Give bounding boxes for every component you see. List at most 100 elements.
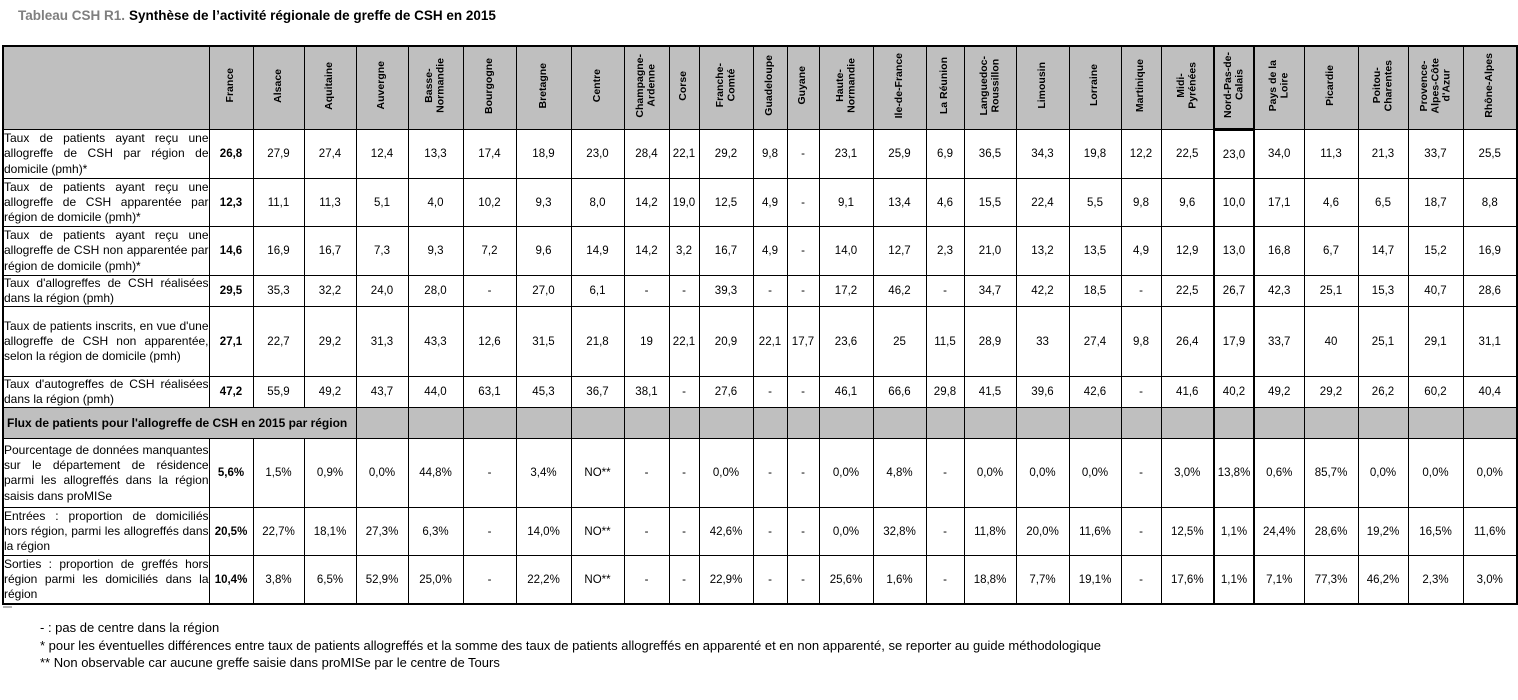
cell-basse-normandie: 28,0 xyxy=(407,274,464,308)
cell-rhone-alpes: 0,0% xyxy=(1462,438,1518,509)
col-header-label: Midi- Pyrénées xyxy=(1174,62,1199,109)
cell-guyane: - xyxy=(786,555,820,605)
cell-martinique: - xyxy=(1120,438,1162,509)
cell-languedoc-roussillon: 11,8% xyxy=(963,507,1017,557)
table-row: Taux d'allogreffes de CSH réalisées dans… xyxy=(2,274,1518,308)
section-empty-cell xyxy=(872,407,927,440)
footnote-dash: - : pas de centre dans la région xyxy=(40,620,220,635)
cell-corse: - xyxy=(668,507,700,557)
cell-limousin: 42,2 xyxy=(1015,274,1070,308)
cell-france: 27,1 xyxy=(208,306,254,378)
col-header-aquitaine: Aquitaine xyxy=(303,45,357,130)
cell-martinique: - xyxy=(1120,274,1162,308)
cell-aquitaine: 6,5% xyxy=(303,555,357,605)
table-row: Sorties : proportion de greffés hors rég… xyxy=(2,555,1518,605)
cell-auvergne: 27,3% xyxy=(355,507,409,557)
cell-auvergne: 7,3 xyxy=(355,226,409,276)
cell-nord-pas-de-calais: 1,1% xyxy=(1213,555,1255,605)
cell-corse: 22,1 xyxy=(668,129,700,179)
cell-haute-normandie: 0,0% xyxy=(818,507,874,557)
cell-lorraine: 13,5 xyxy=(1068,226,1122,276)
section-empty-cell xyxy=(1160,407,1215,440)
cell-guadeloupe: 4,9 xyxy=(752,178,788,227)
col-header-lorraine: Lorraine xyxy=(1068,45,1122,130)
cell-centre: NO** xyxy=(570,507,625,557)
col-header-label: Limousin xyxy=(1035,62,1048,109)
cell-limousin: 39,6 xyxy=(1015,376,1070,409)
col-header-rhone-alpes: Rhône-Alpes xyxy=(1462,45,1518,130)
col-header-alsace: Alsace xyxy=(252,45,305,130)
cell-france: 14,6 xyxy=(208,226,254,276)
cell-martinique: 9,8 xyxy=(1120,178,1162,227)
cell-midi-pyrenees: 26,4 xyxy=(1160,306,1215,378)
cell-midi-pyrenees: 12,9 xyxy=(1160,226,1215,276)
cell-nord-pas-de-calais: 13,8% xyxy=(1213,438,1255,509)
cell-guadeloupe: 9,8 xyxy=(752,129,788,179)
cell-limousin: 0,0% xyxy=(1015,438,1070,509)
col-header-provence-alpes-cote-d-azur: Provence- Alpes-Côte d'Azur xyxy=(1407,45,1464,130)
col-header-label: Champagne- Ardenne xyxy=(634,53,658,118)
cell-la-reunion: - xyxy=(925,507,965,557)
cell-haute-normandie: 0,0% xyxy=(818,438,874,509)
cell-midi-pyrenees: 3,0% xyxy=(1160,438,1215,509)
cell-nord-pas-de-calais: 10,0 xyxy=(1213,178,1255,227)
col-header-picardie: Picardie xyxy=(1303,45,1359,130)
row-label: Taux de patients ayant reçu une allogref… xyxy=(2,178,210,227)
cell-centre: 6,1 xyxy=(570,274,625,308)
table-title: Tableau CSH R1. Synthèse de l’activité ré… xyxy=(18,8,496,23)
cell-poitou-charentes: 0,0% xyxy=(1357,438,1409,509)
cell-lorraine: 42,6 xyxy=(1068,376,1122,409)
section-empty-cell xyxy=(1120,407,1162,440)
cell-france: 29,5 xyxy=(208,274,254,308)
row-label: Taux de patients ayant reçu une allogref… xyxy=(2,129,210,179)
col-header-label: Bretagne xyxy=(536,62,549,109)
cell-guyane: - xyxy=(786,507,820,557)
cell-bretagne: 27,0 xyxy=(515,274,572,308)
cell-corse: 22,1 xyxy=(668,306,700,378)
cell-provence-alpes-cote-d-azur: 18,7 xyxy=(1407,178,1464,227)
section-empty-cell xyxy=(1407,407,1464,440)
cell-corse: - xyxy=(668,274,700,308)
cell-bourgogne: 17,4 xyxy=(462,129,517,179)
cell-midi-pyrenees: 41,6 xyxy=(1160,376,1215,409)
cell-midi-pyrenees: 9,6 xyxy=(1160,178,1215,227)
cell-picardie: 4,6 xyxy=(1303,178,1359,227)
section-empty-cell xyxy=(355,407,409,440)
cell-alsace: 22,7 xyxy=(252,306,305,378)
col-header-label: Auvergne xyxy=(375,61,388,110)
table-row: Taux d'autogreffes de CSH réalisées dans… xyxy=(2,376,1518,409)
cell-basse-normandie: 44,0 xyxy=(407,376,464,409)
col-header-limousin: Limousin xyxy=(1015,45,1070,130)
table-title-text: Synthèse de l’activité régionale de gref… xyxy=(129,8,496,23)
col-header-label: Guyane xyxy=(796,66,809,105)
corner-cell xyxy=(2,45,210,130)
section-empty-cell xyxy=(698,407,754,440)
cell-bretagne: 31,5 xyxy=(515,306,572,378)
cell-bretagne: 3,4% xyxy=(515,438,572,509)
cell-languedoc-roussillon: 41,5 xyxy=(963,376,1017,409)
footnotes: - : pas de centre dans la région * pour … xyxy=(40,619,1101,672)
cell-champagne-ardenne: 28,4 xyxy=(623,129,670,179)
cell-rhone-alpes: 11,6% xyxy=(1462,507,1518,557)
cell-franche-comte: 39,3 xyxy=(698,274,754,308)
cell-lorraine: 18,5 xyxy=(1068,274,1122,308)
row-label: Taux d'allogreffes de CSH réalisées dans… xyxy=(2,274,210,308)
section-empty-cell xyxy=(1357,407,1409,440)
cell-poitou-charentes: 14,7 xyxy=(1357,226,1409,276)
cell-guadeloupe: 22,1 xyxy=(752,306,788,378)
cell-pays-de-la-loire: 33,7 xyxy=(1253,306,1305,378)
cell-guyane: - xyxy=(786,129,820,179)
cell-limousin: 33 xyxy=(1015,306,1070,378)
footnote-double-asterisk: ** Non observable car aucune greffe sais… xyxy=(40,655,500,671)
cell-aquitaine: 49,2 xyxy=(303,376,357,409)
cell-pays-de-la-loire: 17,1 xyxy=(1253,178,1305,227)
col-header-champagne-ardenne: Champagne- Ardenne xyxy=(623,45,670,130)
cell-ile-de-france: 32,8% xyxy=(872,507,927,557)
cell-bourgogne: - xyxy=(462,507,517,557)
cell-aquitaine: 32,2 xyxy=(303,274,357,308)
cell-guyane: - xyxy=(786,226,820,276)
col-header-label: Corse xyxy=(677,70,690,101)
table-row: Taux de patients ayant reçu une allogref… xyxy=(2,178,1518,227)
cell-haute-normandie: 23,6 xyxy=(818,306,874,378)
cell-picardie: 40 xyxy=(1303,306,1359,378)
